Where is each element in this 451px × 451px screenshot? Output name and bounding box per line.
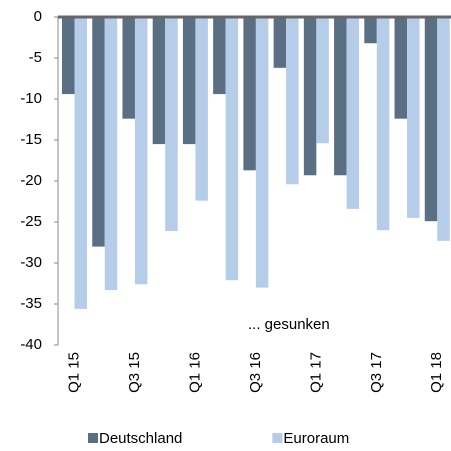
x-tick-label: Q1 18 <box>428 352 445 393</box>
y-tick-label: -35 <box>20 295 42 312</box>
bar <box>152 17 166 145</box>
bar <box>165 17 178 232</box>
x-tick-label: Q3 17 <box>368 352 385 393</box>
bar <box>303 17 317 176</box>
bar <box>407 17 420 218</box>
x-tick-label: Q1 17 <box>307 352 324 393</box>
y-tick-label: -15 <box>20 131 42 148</box>
annotation: ... gesunken <box>248 316 330 333</box>
bar <box>92 17 105 247</box>
bar <box>182 17 196 145</box>
bar <box>286 17 299 185</box>
x-tick-label: Q3 16 <box>247 352 264 393</box>
y-tick-label: -40 <box>20 336 42 353</box>
y-tick-label: 0 <box>34 8 42 25</box>
bar <box>225 17 239 281</box>
bar <box>273 17 287 68</box>
bar <box>213 17 226 95</box>
bar <box>394 17 408 119</box>
legend-label: Euroraum <box>283 430 349 447</box>
bar <box>243 17 256 171</box>
y-tick-label: -20 <box>20 172 42 189</box>
x-tick-label: Q1 16 <box>186 352 203 393</box>
bar <box>74 17 87 309</box>
y-tick-label: -10 <box>20 90 42 107</box>
bar <box>376 17 390 231</box>
bar <box>134 17 148 285</box>
bar <box>437 17 450 241</box>
bar <box>364 17 377 44</box>
x-tick-label: Q3 15 <box>126 352 143 393</box>
bar <box>334 17 347 176</box>
bar <box>424 17 438 222</box>
y-tick-label: -5 <box>29 49 42 66</box>
legend-swatch <box>272 433 283 443</box>
bar <box>346 17 360 209</box>
bar <box>122 17 135 119</box>
y-tick-label: -25 <box>20 213 42 230</box>
bar <box>255 17 269 288</box>
bar <box>195 17 208 201</box>
bar <box>62 17 75 95</box>
x-tick-label: Q1 15 <box>65 352 82 393</box>
bar <box>316 17 329 144</box>
legend-swatch <box>88 433 98 443</box>
bar <box>104 17 118 291</box>
y-tick-label: -30 <box>20 254 42 271</box>
legend-label: Deutschland <box>99 430 182 447</box>
